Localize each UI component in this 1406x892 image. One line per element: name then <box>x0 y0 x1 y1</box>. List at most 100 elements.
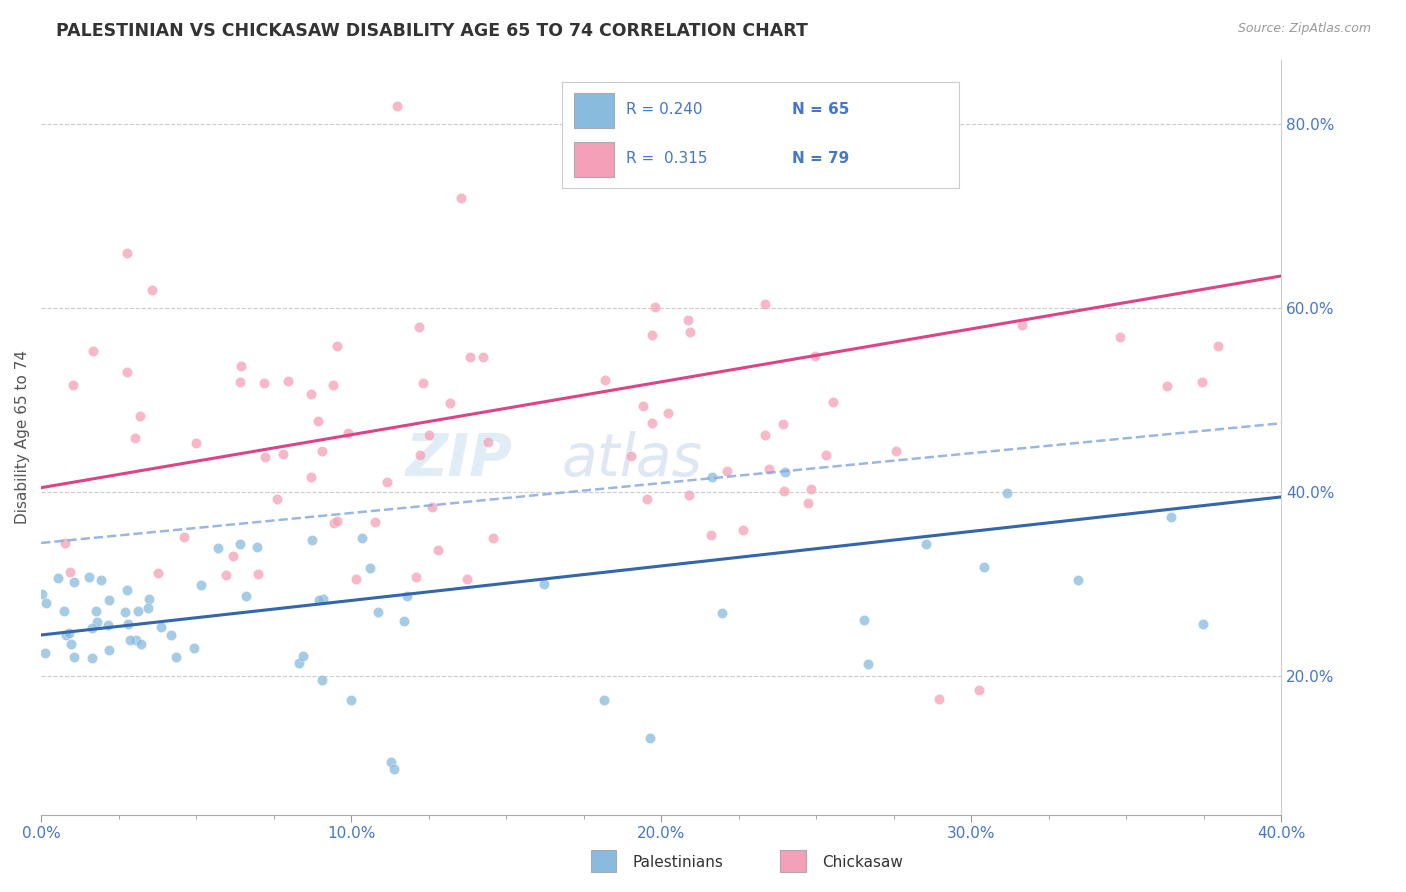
Point <box>323 516 346 530</box>
Point <box>375 475 398 489</box>
Point <box>277 374 299 388</box>
Point <box>1191 617 1213 632</box>
Y-axis label: Disability Age 65 to 74: Disability Age 65 to 74 <box>15 350 30 524</box>
Point <box>359 561 381 575</box>
Point <box>308 593 330 607</box>
Point <box>246 567 269 582</box>
Point <box>385 98 408 112</box>
Point <box>1160 509 1182 524</box>
Point <box>266 492 288 507</box>
Point <box>253 376 276 390</box>
Point <box>382 762 405 776</box>
Point <box>620 449 643 463</box>
Point <box>207 541 229 556</box>
Point <box>229 359 252 374</box>
Point <box>253 450 276 465</box>
Point <box>62 649 84 664</box>
Point <box>120 632 142 647</box>
Point <box>246 541 269 555</box>
Point <box>146 566 169 580</box>
Point <box>418 427 440 442</box>
Point <box>700 470 723 484</box>
Point <box>115 582 138 597</box>
Point <box>160 628 183 642</box>
Point <box>271 447 294 461</box>
Point <box>593 373 616 387</box>
Point <box>215 567 238 582</box>
Point <box>1156 379 1178 393</box>
Point <box>63 574 86 589</box>
Point <box>311 673 333 687</box>
Point <box>190 578 212 592</box>
Point <box>657 406 679 420</box>
Point <box>86 615 108 630</box>
Point <box>79 570 101 584</box>
Point <box>58 626 80 640</box>
Point <box>183 641 205 656</box>
Point <box>62 378 84 392</box>
Point <box>412 376 434 390</box>
Point <box>772 483 794 498</box>
Point <box>48 571 70 585</box>
Point <box>1206 339 1229 353</box>
Point <box>53 604 76 618</box>
Point <box>592 692 614 706</box>
Point <box>322 378 344 392</box>
Point <box>299 469 322 483</box>
Point <box>821 395 844 409</box>
Point <box>125 633 148 648</box>
Text: ZIP: ZIP <box>405 431 512 488</box>
Point <box>165 650 187 665</box>
Point <box>631 399 654 413</box>
Point <box>408 319 430 334</box>
Point <box>350 531 373 545</box>
Point <box>482 531 505 545</box>
Point <box>773 465 796 479</box>
Point <box>363 515 385 529</box>
Text: Source: ZipAtlas.com: Source: ZipAtlas.com <box>1237 22 1371 36</box>
Point <box>758 461 780 475</box>
Point <box>426 542 449 557</box>
Point <box>450 191 472 205</box>
Point <box>299 387 322 401</box>
Point <box>716 464 738 478</box>
Point <box>115 246 138 260</box>
Point <box>150 620 173 634</box>
Point <box>477 434 499 449</box>
Point <box>367 606 389 620</box>
Point <box>80 621 103 635</box>
Point <box>380 755 402 769</box>
Point <box>138 601 160 615</box>
Point <box>97 617 120 632</box>
Point <box>228 375 250 389</box>
Point <box>336 425 359 440</box>
Point <box>35 596 58 610</box>
Point <box>392 615 415 629</box>
Text: Palestinians: Palestinians <box>633 855 724 870</box>
Point <box>235 590 257 604</box>
Point <box>138 592 160 607</box>
Point <box>311 443 333 458</box>
Point <box>409 449 432 463</box>
Text: Chickasaw: Chickasaw <box>823 855 904 870</box>
Point <box>173 530 195 544</box>
Point <box>80 650 103 665</box>
Point <box>420 500 443 515</box>
FancyBboxPatch shape <box>780 850 806 872</box>
Point <box>472 350 495 364</box>
Point <box>754 428 776 442</box>
Point <box>973 560 995 574</box>
Point <box>90 573 112 587</box>
Point <box>55 628 77 642</box>
Text: atlas: atlas <box>562 431 703 488</box>
Point <box>641 328 664 343</box>
Point <box>53 536 76 550</box>
Point <box>97 642 120 657</box>
Point <box>291 648 314 663</box>
Point <box>115 365 138 379</box>
Point <box>754 297 776 311</box>
Point <box>1191 375 1213 389</box>
Point <box>800 482 823 496</box>
Point <box>31 587 53 601</box>
Point <box>678 312 700 326</box>
